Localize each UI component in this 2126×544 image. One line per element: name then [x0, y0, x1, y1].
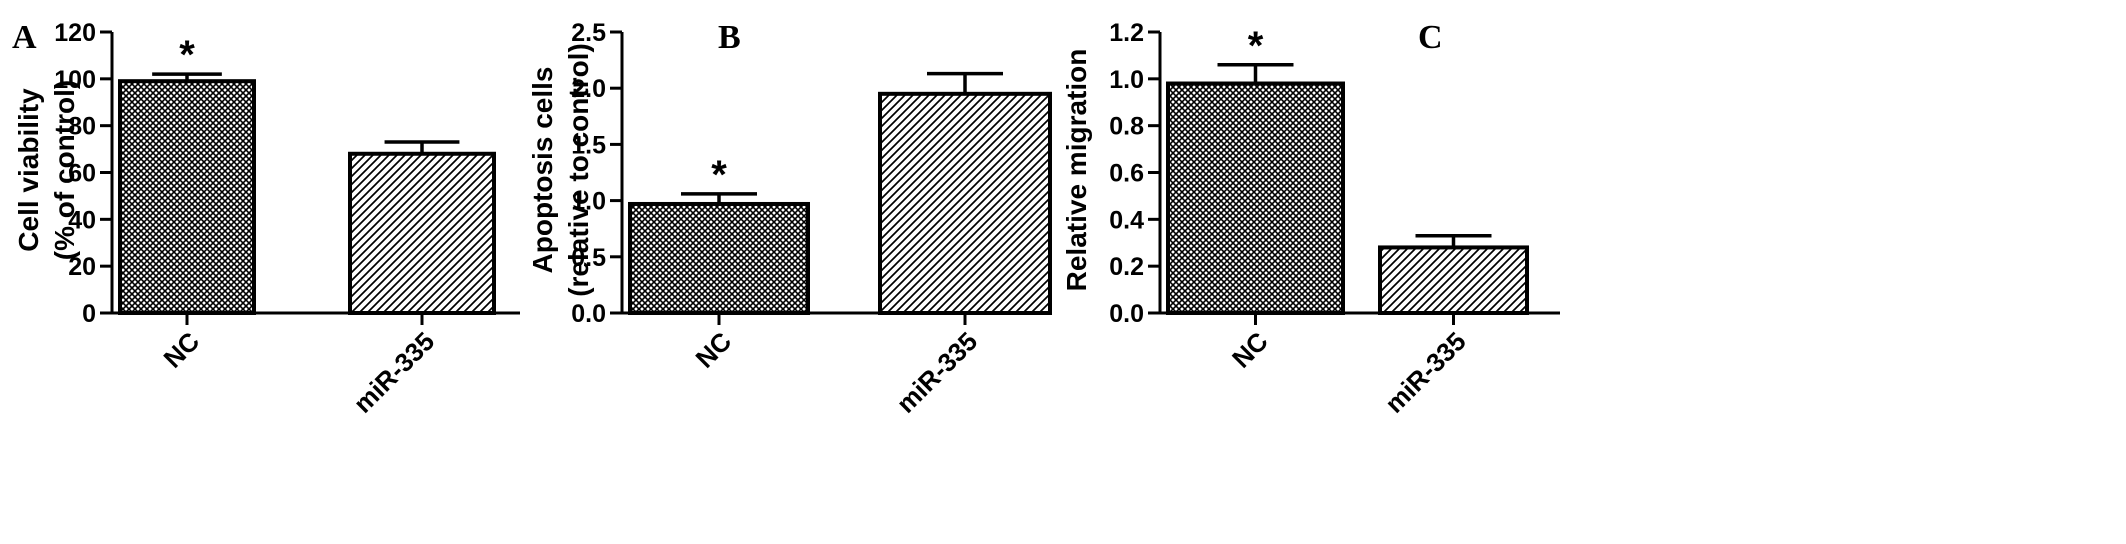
panel-letter: A: [12, 19, 37, 56]
y-axis-label-line-2: (relative to control): [563, 43, 594, 297]
y-tick-label: 2.0: [571, 75, 606, 103]
x-tick-label: NC: [1226, 326, 1274, 374]
x-tick-label: NC: [157, 326, 205, 374]
y-ticks: 0.0 0.5 1.0 1.5 2.0 2.5: [571, 19, 622, 328]
bar: [1378, 245, 1529, 315]
y-tick-label: 0.0: [1109, 300, 1144, 328]
panel-letter: C: [1418, 19, 1443, 56]
bar: [118, 79, 256, 315]
y-tick-label: 1.5: [571, 131, 606, 159]
significance-marker: *: [179, 33, 195, 77]
y-tick-label: 0.2: [1109, 253, 1144, 281]
bars: *: [1166, 24, 1529, 316]
bar: [878, 91, 1052, 315]
y-tick-label: 100: [54, 66, 96, 94]
y-tick-label: 80: [68, 113, 96, 141]
x-tick-labels: NC miR-335: [1226, 313, 1472, 419]
panel-letter: B: [718, 19, 741, 56]
y-tick-label: 2.5: [571, 19, 606, 47]
y-tick-label: 1.0: [1109, 66, 1144, 94]
panel-b: B Apoptosis cells (relative to control) …: [527, 19, 1052, 419]
panel-c: C Relative migration 0.0 0.2 0.4 0.6 0.8 1.0 1…: [1061, 19, 1560, 419]
x-tick-labels: NC miR-335: [157, 313, 440, 419]
y-tick-label: 1.2: [1109, 19, 1144, 47]
significance-marker: *: [711, 153, 727, 197]
y-tick-label: 0.8: [1109, 113, 1144, 141]
y-axis-label-line-1: Cell viability: [13, 88, 44, 252]
y-tick-label: 40: [68, 206, 96, 234]
y-tick-label: 0.4: [1109, 206, 1144, 234]
y-ticks: 0 20 40 60 80 100 120: [54, 19, 112, 328]
y-tick-label: 0.6: [1109, 160, 1144, 188]
y-tick-label: 120: [54, 19, 96, 47]
x-tick-label: miR-335: [891, 326, 984, 419]
y-tick-label: 0: [82, 300, 96, 328]
x-tick-label: miR-335: [348, 326, 441, 419]
y-tick-label: 1.0: [571, 188, 606, 216]
y-axis-label-line-1: Apoptosis cells: [527, 67, 558, 274]
bars: *: [628, 71, 1052, 315]
y-tick-label: 20: [68, 253, 96, 281]
bar: [1166, 81, 1345, 316]
y-axis-label: Relative migration: [1061, 49, 1092, 292]
bar: [348, 151, 496, 315]
bar: [628, 201, 810, 315]
significance-marker: *: [1248, 24, 1264, 68]
x-tick-label: miR-335: [1379, 326, 1472, 419]
y-tick-label: 0.0: [571, 300, 606, 328]
y-tick-label: 0.5: [571, 244, 606, 272]
y-tick-label: 60: [68, 160, 96, 188]
y-ticks: 0.0 0.2 0.4 0.6 0.8 1.0 1.2: [1109, 19, 1160, 328]
panel-a: A Cell viability (% of control) 0 20 40 60 8…: [12, 19, 520, 419]
y-axis-label-line-2: (% of control): [49, 80, 80, 260]
x-tick-label: NC: [689, 326, 737, 374]
x-tick-labels: NC miR-335: [689, 313, 983, 419]
bars: *: [118, 33, 496, 315]
